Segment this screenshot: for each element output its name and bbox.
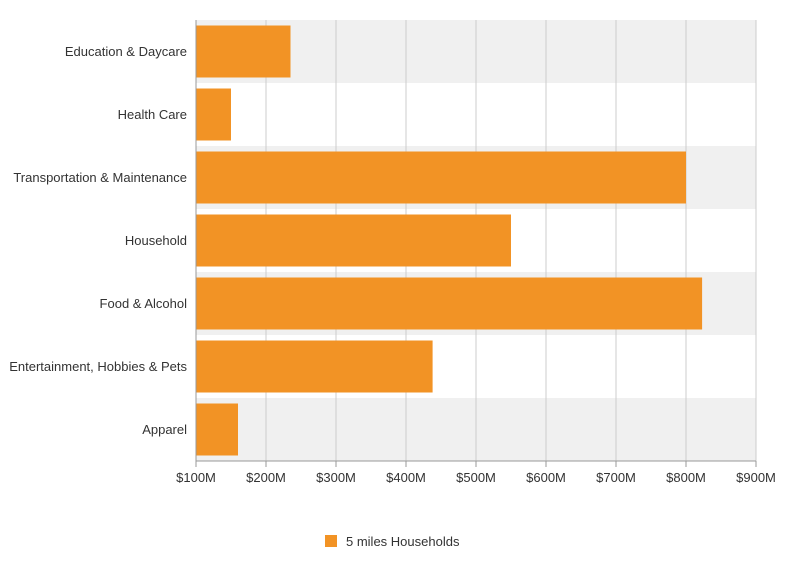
legend-swatch — [325, 535, 337, 547]
x-tick-label: $600M — [526, 470, 566, 485]
bar[interactable] — [196, 151, 687, 204]
legend[interactable]: 5 miles Households — [325, 532, 459, 550]
category-label: Transportation & Maintenance — [13, 170, 187, 185]
x-tick-label: $100M — [176, 470, 216, 485]
category-label: Health Care — [118, 107, 187, 122]
category-label: Education & Daycare — [65, 44, 187, 59]
category-label: Food & Alcohol — [100, 296, 188, 311]
bar[interactable] — [196, 403, 239, 456]
tick-labels: $100M $200M $300M $400M $500M $600M $700M $800M… — [176, 470, 776, 485]
category-labels: Education & Daycare Health Care Transporta… — [9, 44, 187, 437]
x-axis — [195, 20, 757, 467]
x-tick-label: $500M — [456, 470, 496, 485]
category-label: Entertainment, Hobbies & Pets — [9, 359, 187, 374]
category-label: Household — [125, 233, 187, 248]
x-tick-label: $900M — [736, 470, 776, 485]
bar[interactable] — [196, 25, 291, 78]
x-tick-label: $400M — [386, 470, 426, 485]
category-label: Apparel — [142, 422, 187, 437]
bar[interactable] — [196, 277, 703, 330]
bar[interactable] — [196, 340, 433, 393]
bar[interactable] — [196, 88, 232, 141]
x-tick-label: $700M — [596, 470, 636, 485]
legend-label: 5 miles Households — [346, 533, 460, 549]
bars — [196, 25, 703, 456]
x-tick-label: $200M — [246, 470, 286, 485]
bar[interactable] — [196, 214, 512, 267]
x-tick-label: $300M — [316, 470, 356, 485]
x-tick-label: $800M — [666, 470, 706, 485]
